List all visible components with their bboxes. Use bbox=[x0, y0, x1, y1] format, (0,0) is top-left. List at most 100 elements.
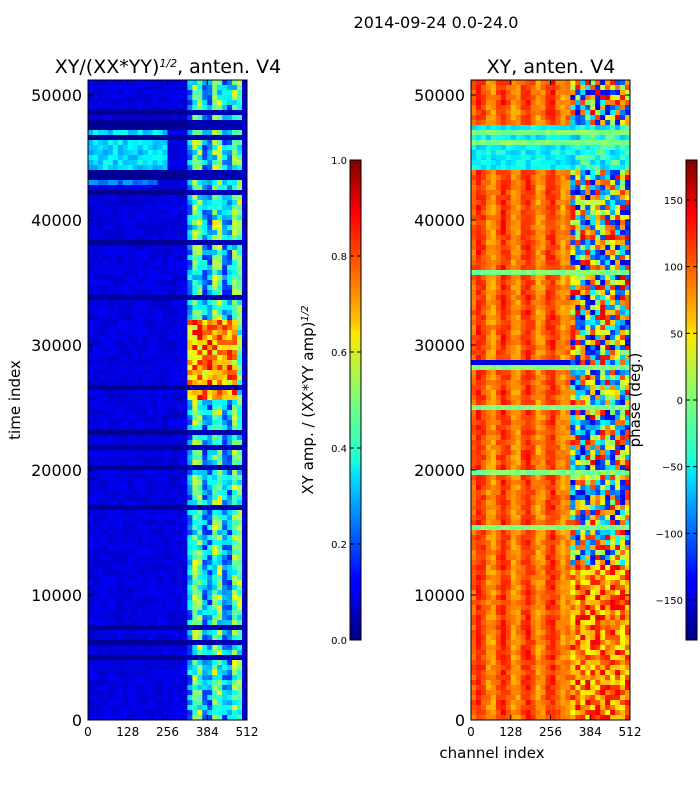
left-heatmap-cell bbox=[92, 420, 99, 426]
left-heatmap-cell bbox=[182, 215, 188, 221]
left-heatmap-cell bbox=[167, 105, 174, 111]
left-heatmap-cell bbox=[227, 175, 233, 181]
right-heatmap-cell bbox=[565, 140, 571, 146]
left-heatmap-cell bbox=[182, 390, 188, 396]
left-heatmap-cell bbox=[97, 570, 104, 576]
right-heatmap-cell bbox=[490, 170, 497, 176]
left-heatmap-cell bbox=[107, 520, 114, 526]
left-heatmap-cell bbox=[192, 335, 198, 341]
left-heatmap-cell bbox=[242, 80, 247, 86]
left-heatmap-cell bbox=[132, 265, 139, 271]
left-heatmap-cell bbox=[112, 455, 119, 461]
left-heatmap-cell bbox=[182, 405, 188, 411]
left-heatmap-cell bbox=[152, 260, 159, 266]
left-heatmap-cell bbox=[112, 320, 119, 326]
left-heatmap-cell bbox=[237, 585, 243, 591]
right-heatmap-cell bbox=[510, 95, 517, 101]
left-heatmap-cell bbox=[157, 705, 164, 711]
right-heatmap-cell bbox=[625, 200, 630, 206]
left-heatmap-cell bbox=[97, 495, 104, 501]
left-heatmap-cell bbox=[202, 695, 208, 701]
left-heatmap-cell bbox=[157, 265, 164, 271]
right-heatmap-cell bbox=[575, 85, 581, 91]
left-heatmap-cell bbox=[197, 195, 203, 201]
left-heatmap-cell bbox=[127, 80, 134, 86]
left-heatmap-cell bbox=[167, 390, 174, 396]
right-heatmap-cell bbox=[590, 105, 596, 111]
right-heatmap-cell bbox=[595, 185, 601, 191]
left-heatmap-cell bbox=[147, 335, 154, 341]
left-heatmap-cell bbox=[192, 315, 198, 321]
left-heatmap-cell bbox=[102, 305, 109, 311]
left-heatmap-cell bbox=[162, 555, 169, 561]
right-heatmap-cell bbox=[595, 130, 601, 136]
left-heatmap-cell bbox=[142, 490, 149, 496]
left-heatmap-cell bbox=[242, 715, 247, 720]
left-heatmap-cell bbox=[102, 140, 109, 146]
left-heatmap-cell bbox=[88, 535, 94, 541]
left-heatmap-cell bbox=[97, 130, 104, 136]
left-heatmap-cell bbox=[127, 365, 134, 371]
left-heatmap-cell bbox=[172, 620, 179, 626]
left-heatmap-cell bbox=[97, 165, 104, 171]
left-heatmap-cell bbox=[162, 155, 169, 161]
right-heatmap-cell bbox=[520, 200, 527, 206]
left-heatmap-cell bbox=[147, 705, 154, 711]
left-heatmap-cell bbox=[92, 655, 99, 661]
left-heatmap-cell bbox=[182, 295, 188, 301]
left-heatmap-cell bbox=[217, 205, 223, 211]
left-heatmap-cell bbox=[172, 470, 179, 476]
right-heatmap-cell bbox=[505, 180, 512, 186]
left-heatmap-cell bbox=[237, 210, 243, 216]
left-heatmap-cell bbox=[97, 675, 104, 681]
left-heatmap-cell bbox=[137, 515, 144, 521]
left-heatmap-cell bbox=[182, 315, 188, 321]
right-heatmap-cell bbox=[540, 85, 547, 91]
left-heatmap-cell bbox=[212, 695, 218, 701]
left-heatmap-cell bbox=[112, 330, 119, 336]
left-heatmap-cell bbox=[172, 345, 179, 351]
left-heatmap-cell bbox=[112, 705, 119, 711]
left-heatmap-cell bbox=[227, 450, 233, 456]
left-heatmap-cell bbox=[147, 190, 154, 196]
left-heatmap-cell bbox=[127, 245, 134, 251]
left-heatmap-cell bbox=[88, 100, 94, 106]
left-heatmap-cell bbox=[162, 535, 169, 541]
left-heatmap-cell bbox=[227, 475, 233, 481]
left-heatmap-cell bbox=[157, 255, 164, 261]
left-heatmap-cell bbox=[197, 635, 203, 641]
left-heatmap-cell bbox=[117, 690, 124, 696]
left-heatmap-cell bbox=[222, 690, 228, 696]
right-heatmap-cell bbox=[615, 190, 621, 196]
left-heatmap-cell bbox=[207, 375, 213, 381]
left-heatmap-cell bbox=[212, 405, 218, 411]
left-heatmap-cell bbox=[182, 545, 188, 551]
left-heatmap-cell bbox=[88, 685, 94, 691]
left-heatmap-cell bbox=[202, 435, 208, 441]
left-heatmap-cell bbox=[132, 665, 139, 671]
left-heatmap-cell bbox=[132, 580, 139, 586]
left-heatmap-cell bbox=[232, 305, 238, 311]
left-heatmap-cell bbox=[88, 635, 94, 641]
left-heatmap-cell bbox=[88, 295, 94, 301]
left-heatmap-cell bbox=[227, 460, 233, 466]
left-heatmap-cell bbox=[162, 90, 169, 96]
left-heatmap-cell bbox=[122, 450, 129, 456]
right-heatmap-cell bbox=[615, 110, 621, 116]
left-heatmap-cell bbox=[222, 220, 228, 226]
left-heatmap-cell bbox=[187, 420, 193, 426]
right-heatmap-cell bbox=[520, 130, 527, 136]
left-heatmap-cell bbox=[152, 525, 159, 531]
left-heatmap-cell bbox=[182, 175, 188, 181]
right-heatmap-cell bbox=[485, 185, 492, 191]
left-heatmap-cell bbox=[232, 145, 238, 151]
left-heatmap-cell bbox=[192, 310, 198, 316]
right-heatmap-cell bbox=[515, 190, 522, 196]
left-heatmap-cell bbox=[117, 345, 124, 351]
left-heatmap-cell bbox=[172, 660, 179, 666]
left-heatmap-cell bbox=[102, 360, 109, 366]
right-heatmap-cell bbox=[520, 80, 527, 86]
left-heatmap-cell bbox=[207, 560, 213, 566]
left-heatmap-cell bbox=[142, 335, 149, 341]
left-heatmap-cell bbox=[102, 300, 109, 306]
